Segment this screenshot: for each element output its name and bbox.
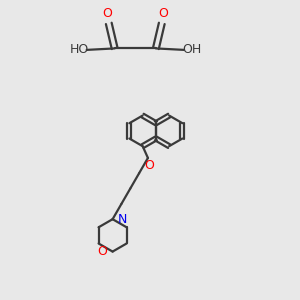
Text: OH: OH (182, 44, 202, 56)
Text: O: O (158, 7, 168, 20)
Text: O: O (144, 159, 154, 172)
Text: O: O (98, 245, 107, 258)
Text: HO: HO (70, 44, 89, 56)
Text: N: N (118, 213, 127, 226)
Text: O: O (102, 7, 112, 20)
